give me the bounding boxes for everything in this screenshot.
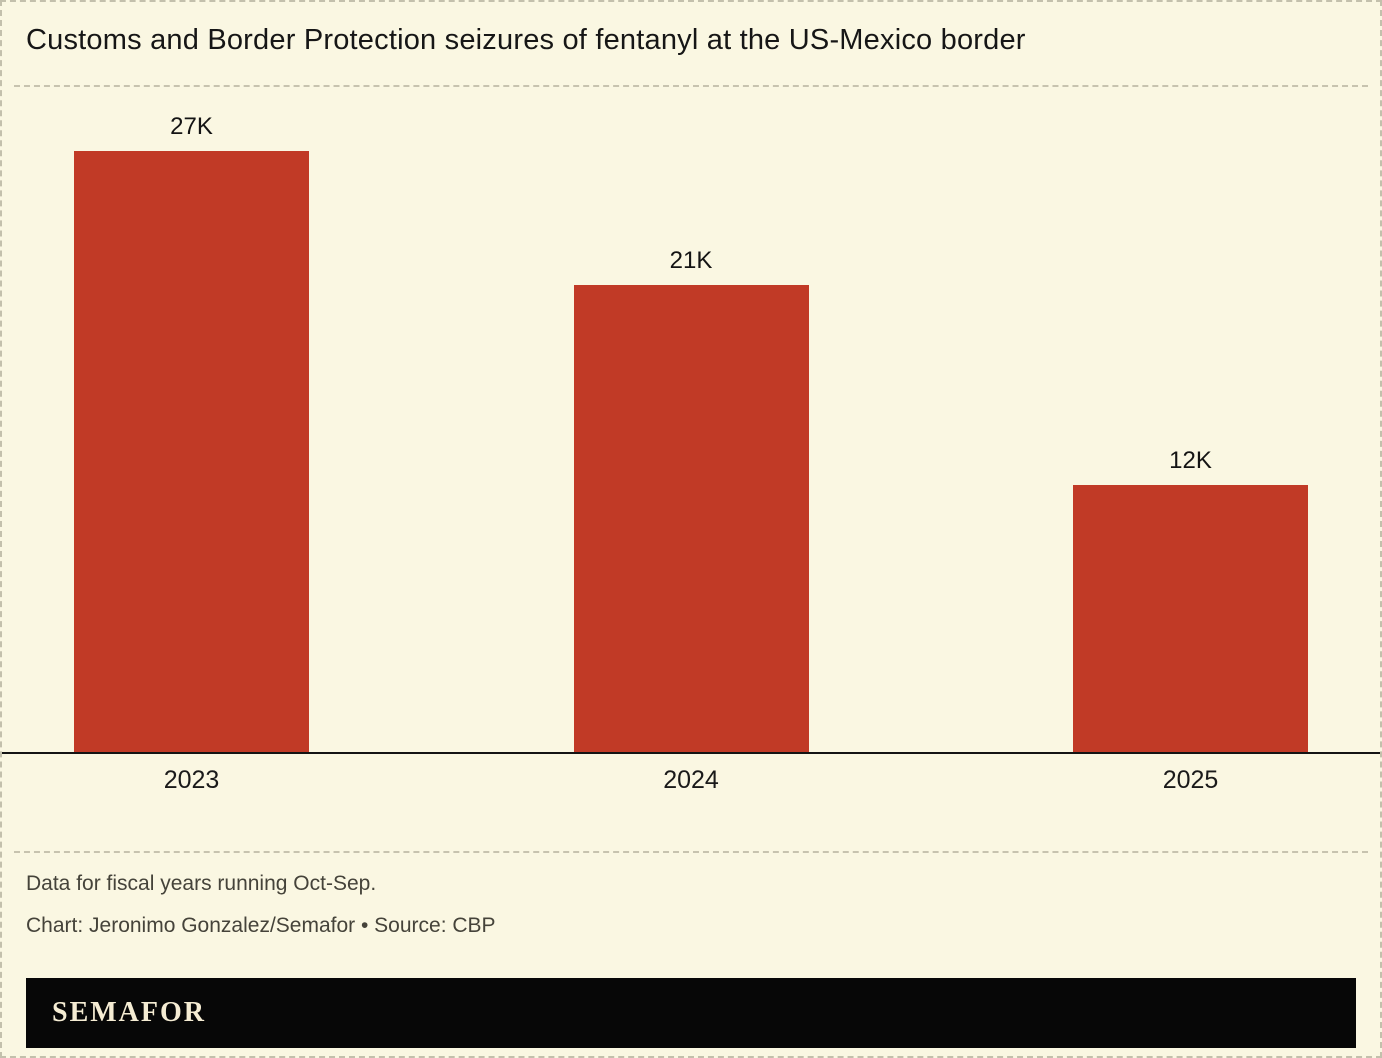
bar-chart-plot-area: 27K 21K 12K <box>2 87 1380 755</box>
chart-header: Customs and Border Protection seizures o… <box>2 2 1380 58</box>
bar-value-label: 21K <box>669 247 713 275</box>
chart-footnote: Data for fiscal years running Oct-Sep. <box>26 872 377 896</box>
bar-group-2023: 27K <box>74 87 309 753</box>
page-title: Customs and Border Protection seizures o… <box>26 24 1026 56</box>
x-axis-label: 2024 <box>663 766 719 795</box>
bar-group-2024: 21K <box>573 87 809 753</box>
bar-value-label: 27K <box>170 113 213 141</box>
chart-notes: Data for fiscal years running Oct-Sep. C… <box>2 853 1380 964</box>
dashed-divider-top <box>14 85 1368 88</box>
dashed-divider-bottom <box>14 851 1368 854</box>
footer-bar: SEMAFOR <box>26 977 1356 1048</box>
bar-2024 <box>573 285 809 753</box>
bar-group-2025: 12K <box>1073 87 1308 753</box>
bar-value-label: 12K <box>1169 447 1212 475</box>
semafor-logo: SEMAFOR <box>52 996 206 1028</box>
x-axis-label: 2025 <box>1162 766 1219 795</box>
x-axis: 2023 2024 2025 <box>2 754 1380 795</box>
x-axis-label: 2023 <box>163 766 220 795</box>
bar-2025 <box>1073 485 1308 753</box>
chart-credit: Chart: Jeronimo Gonzalez/Semafor • Sourc… <box>26 913 496 937</box>
bar-2023 <box>74 151 309 753</box>
